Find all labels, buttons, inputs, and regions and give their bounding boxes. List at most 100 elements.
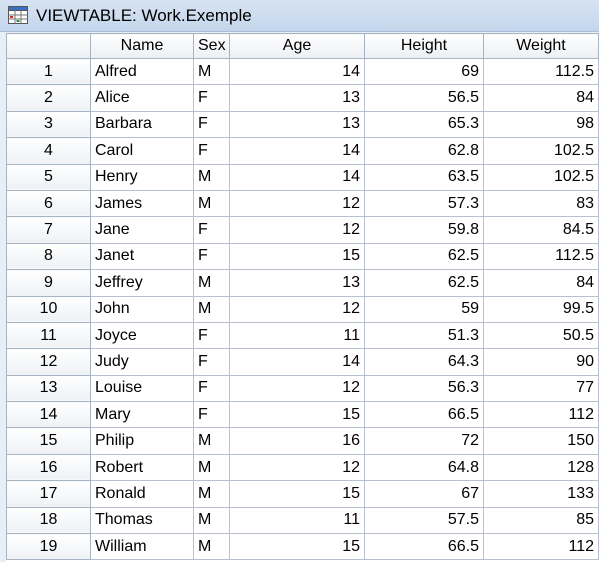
name-cell[interactable]: Janet: [90, 242, 194, 271]
age-cell[interactable]: 13: [229, 84, 365, 112]
age-cell[interactable]: 12: [229, 189, 365, 218]
table-row[interactable]: 2 Alice F 13 56.5 84: [6, 84, 599, 112]
age-cell[interactable]: 13: [229, 269, 365, 297]
height-cell[interactable]: 66.5: [364, 533, 484, 561]
table-row[interactable]: 7 Jane F 12 59.8 84.5: [6, 216, 599, 244]
age-cell[interactable]: 14: [229, 348, 365, 376]
height-cell[interactable]: 64.8: [364, 453, 484, 482]
row-number-cell[interactable]: 15: [6, 427, 91, 455]
sex-cell[interactable]: F: [193, 216, 230, 244]
name-cell[interactable]: John: [90, 295, 194, 323]
weight-cell[interactable]: 112.5: [483, 57, 599, 86]
title-bar[interactable]: VIEWTABLE: Work.Exemple: [0, 0, 599, 32]
sex-cell[interactable]: M: [193, 480, 230, 508]
table-row[interactable]: 13 Louise F 12 56.3 77: [6, 374, 599, 403]
name-cell[interactable]: James: [90, 189, 194, 218]
sex-cell[interactable]: M: [193, 163, 230, 191]
sex-cell[interactable]: F: [193, 137, 230, 165]
column-header-age[interactable]: Age: [229, 33, 365, 59]
height-cell[interactable]: 63.5: [364, 163, 484, 191]
table-row[interactable]: 8 Janet F 15 62.5 112.5: [6, 242, 599, 271]
age-cell[interactable]: 11: [229, 506, 365, 535]
weight-cell[interactable]: 112: [483, 533, 599, 561]
age-cell[interactable]: 15: [229, 533, 365, 561]
sex-cell[interactable]: F: [193, 321, 230, 350]
sex-cell[interactable]: M: [193, 453, 230, 482]
height-cell[interactable]: 57.5: [364, 506, 484, 535]
height-cell[interactable]: 69: [364, 57, 484, 86]
table-row[interactable]: 4 Carol F 14 62.8 102.5: [6, 137, 599, 165]
weight-cell[interactable]: 50.5: [483, 321, 599, 350]
name-cell[interactable]: Jeffrey: [90, 269, 194, 297]
row-number-cell[interactable]: 4: [6, 137, 91, 165]
age-cell[interactable]: 15: [229, 480, 365, 508]
table-row[interactable]: 17 Ronald M 15 67 133: [6, 480, 599, 508]
row-number-cell[interactable]: 16: [6, 453, 91, 482]
table-row[interactable]: 15 Philip M 16 72 150: [6, 427, 599, 455]
weight-cell[interactable]: 84.5: [483, 216, 599, 244]
age-cell[interactable]: 14: [229, 137, 365, 165]
table-row[interactable]: 10 John M 12 59 99.5: [6, 295, 599, 323]
age-cell[interactable]: 14: [229, 163, 365, 191]
name-cell[interactable]: Louise: [90, 374, 194, 403]
height-cell[interactable]: 59: [364, 295, 484, 323]
age-cell[interactable]: 15: [229, 401, 365, 429]
sex-cell[interactable]: F: [193, 348, 230, 376]
sex-cell[interactable]: F: [193, 110, 230, 139]
height-cell[interactable]: 66.5: [364, 401, 484, 429]
name-cell[interactable]: William: [90, 533, 194, 561]
name-cell[interactable]: Alice: [90, 84, 194, 112]
row-number-cell[interactable]: 19: [6, 533, 91, 561]
age-cell[interactable]: 13: [229, 110, 365, 139]
row-number-cell[interactable]: 7: [6, 216, 91, 244]
weight-cell[interactable]: 112.5: [483, 242, 599, 271]
column-header-name[interactable]: Name: [90, 33, 194, 59]
weight-cell[interactable]: 99.5: [483, 295, 599, 323]
row-number-cell[interactable]: 3: [6, 110, 91, 139]
table-row[interactable]: 12 Judy F 14 64.3 90: [6, 348, 599, 376]
row-number-cell[interactable]: 17: [6, 480, 91, 508]
sex-cell[interactable]: M: [193, 506, 230, 535]
row-number-cell[interactable]: 8: [6, 242, 91, 271]
age-cell[interactable]: 12: [229, 295, 365, 323]
height-cell[interactable]: 62.5: [364, 242, 484, 271]
row-number-cell[interactable]: 6: [6, 189, 91, 218]
weight-cell[interactable]: 150: [483, 427, 599, 455]
sex-cell[interactable]: F: [193, 84, 230, 112]
row-number-cell[interactable]: 10: [6, 295, 91, 323]
height-cell[interactable]: 62.8: [364, 137, 484, 165]
table-row[interactable]: 9 Jeffrey M 13 62.5 84: [6, 269, 599, 297]
age-cell[interactable]: 11: [229, 321, 365, 350]
height-cell[interactable]: 56.3: [364, 374, 484, 403]
sex-cell[interactable]: F: [193, 374, 230, 403]
row-number-cell[interactable]: 12: [6, 348, 91, 376]
sex-cell[interactable]: M: [193, 295, 230, 323]
row-number-cell[interactable]: 1: [6, 57, 91, 86]
weight-cell[interactable]: 83: [483, 189, 599, 218]
weight-cell[interactable]: 128: [483, 453, 599, 482]
row-number-cell[interactable]: 5: [6, 163, 91, 191]
name-cell[interactable]: Henry: [90, 163, 194, 191]
name-cell[interactable]: Alfred: [90, 57, 194, 86]
weight-cell[interactable]: 84: [483, 84, 599, 112]
age-cell[interactable]: 14: [229, 57, 365, 86]
row-number-cell[interactable]: 2: [6, 84, 91, 112]
weight-cell[interactable]: 85: [483, 506, 599, 535]
weight-cell[interactable]: 98: [483, 110, 599, 139]
height-cell[interactable]: 51.3: [364, 321, 484, 350]
name-cell[interactable]: Jane: [90, 216, 194, 244]
row-number-cell[interactable]: 18: [6, 506, 91, 535]
name-cell[interactable]: Ronald: [90, 480, 194, 508]
age-cell[interactable]: 12: [229, 374, 365, 403]
sex-cell[interactable]: F: [193, 401, 230, 429]
column-header-sex[interactable]: Sex: [193, 33, 230, 59]
table-row[interactable]: 16 Robert M 12 64.8 128: [6, 453, 599, 482]
column-header-height[interactable]: Height: [364, 33, 484, 59]
table-row[interactable]: 11 Joyce F 11 51.3 50.5: [6, 321, 599, 350]
row-number-cell[interactable]: 9: [6, 269, 91, 297]
height-cell[interactable]: 56.5: [364, 84, 484, 112]
weight-cell[interactable]: 77: [483, 374, 599, 403]
sex-cell[interactable]: M: [193, 269, 230, 297]
weight-cell[interactable]: 102.5: [483, 163, 599, 191]
age-cell[interactable]: 16: [229, 427, 365, 455]
